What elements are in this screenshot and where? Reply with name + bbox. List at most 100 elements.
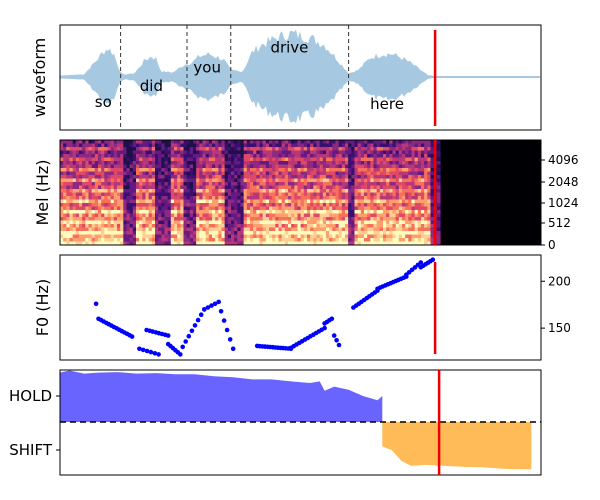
- mel-cell: [338, 241, 343, 245]
- mel-cell: [72, 157, 77, 162]
- mel-cell: [193, 192, 197, 197]
- mel-cell: [75, 234, 80, 239]
- mel-cell: [363, 210, 368, 215]
- mel-cell: [234, 227, 238, 232]
- mel-cell: [193, 185, 197, 190]
- mel-cell: [174, 206, 178, 211]
- mel-cell: [155, 182, 159, 187]
- mel-cell: [161, 157, 166, 162]
- mel-cell: [88, 199, 93, 204]
- mel-cell: [316, 199, 321, 204]
- mel-cell: [395, 150, 400, 155]
- mel-cell: [351, 157, 356, 162]
- mel-cell: [193, 206, 197, 211]
- mel-cell: [300, 238, 305, 243]
- mel-cell: [126, 238, 131, 243]
- mel-cell: [224, 157, 229, 162]
- mel-cell: [180, 210, 185, 215]
- mel-cell: [367, 178, 371, 183]
- mel-cell: [212, 227, 216, 232]
- mel-cell: [357, 143, 362, 148]
- mel-cell: [360, 196, 365, 201]
- mel-cell: [180, 171, 185, 176]
- mel-cell: [186, 171, 191, 176]
- mel-cell: [338, 238, 343, 243]
- mel-cell: [411, 196, 416, 201]
- mel-cell: [199, 140, 204, 145]
- mel-cell: [379, 147, 384, 152]
- mel-cell: [101, 147, 105, 152]
- mel-cell: [382, 168, 387, 173]
- mel-cell: [69, 238, 74, 243]
- mel-cell: [351, 213, 356, 218]
- mel-cell: [338, 182, 343, 187]
- mel-cell: [88, 203, 93, 208]
- mel-cell: [287, 168, 292, 173]
- mel-cell: [170, 203, 175, 208]
- mel-cell: [284, 164, 289, 169]
- mel-cell: [427, 164, 432, 169]
- mel-cell: [357, 189, 362, 194]
- mel-cell: [376, 161, 381, 166]
- mel-cell: [376, 203, 381, 208]
- mel-cell: [63, 199, 67, 204]
- mel-cell: [256, 192, 261, 197]
- mel-cell: [107, 196, 112, 201]
- mel-cell: [180, 196, 185, 201]
- mel-cell: [158, 161, 162, 166]
- mel-cell: [303, 171, 308, 176]
- vad-ytick-label: SHIFT: [9, 441, 53, 459]
- mel-cell: [60, 206, 64, 211]
- mel-cell: [357, 150, 362, 155]
- mel-cell: [344, 143, 349, 148]
- mel-cell: [151, 178, 156, 183]
- mel-cell: [120, 185, 124, 190]
- mel-cell: [120, 157, 124, 162]
- mel-cell: [66, 178, 71, 183]
- mel-cell: [357, 196, 362, 201]
- mel-cell: [278, 171, 283, 176]
- mel-cell: [202, 140, 207, 145]
- mel-cell: [420, 206, 425, 211]
- mel-cell: [148, 199, 153, 204]
- mel-cell: [367, 161, 371, 166]
- mel-cell: [405, 147, 409, 152]
- mel-cell: [338, 213, 343, 218]
- mel-cell: [126, 241, 131, 245]
- mel-cell: [212, 192, 216, 197]
- mel-cell: [136, 241, 140, 245]
- mel-cell: [316, 150, 321, 155]
- mel-cell: [373, 185, 378, 190]
- mel-cell: [420, 147, 425, 152]
- mel-cell: [250, 238, 254, 243]
- mel-cell: [256, 224, 261, 229]
- mel-cell: [430, 168, 435, 173]
- mel-cell: [287, 182, 292, 187]
- mel-cell: [104, 206, 109, 211]
- mel-cell: [88, 217, 93, 222]
- mel-cell: [335, 213, 340, 218]
- mel-cell: [392, 182, 397, 187]
- mel-cell: [363, 164, 368, 169]
- mel-cell: [335, 206, 340, 211]
- mel-cell: [411, 171, 416, 176]
- mel-cell: [110, 217, 115, 222]
- mel-cell: [316, 217, 321, 222]
- mel-cell: [208, 178, 213, 183]
- mel-cell: [132, 164, 137, 169]
- mel-cell: [405, 227, 409, 232]
- mel-cell: [360, 164, 365, 169]
- mel-cell: [72, 192, 77, 197]
- mel-cell: [322, 175, 327, 180]
- mel-cell: [297, 206, 302, 211]
- mel-cell: [167, 220, 172, 225]
- mel-cell: [123, 185, 128, 190]
- mel-cell: [424, 199, 428, 204]
- mel-cell: [164, 227, 169, 232]
- mel-cell: [231, 234, 235, 239]
- mel-cell: [363, 175, 368, 180]
- mel-cell: [417, 206, 422, 211]
- mel-cell: [215, 206, 219, 211]
- mel-cell: [161, 238, 166, 243]
